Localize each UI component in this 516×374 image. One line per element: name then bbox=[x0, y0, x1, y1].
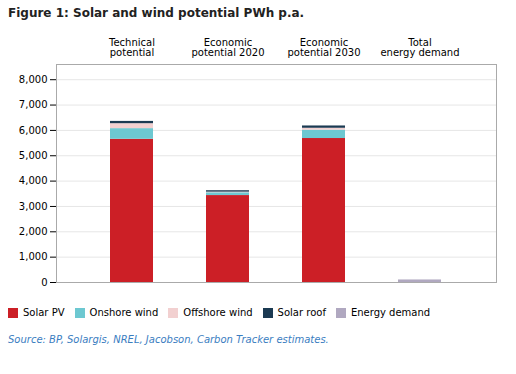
svg-text:1,000: 1,000 bbox=[19, 251, 48, 262]
html-text:Source: BP, Solargis, NREL, Ja: Source: BP, Solargis, NREL, Jacobson, Ca… bbox=[8, 334, 329, 345]
svg-text:4,000: 4,000 bbox=[19, 175, 48, 186]
svg-text:Technicalpotential: Technicalpotential bbox=[108, 37, 155, 58]
svg-text:2,000: 2,000 bbox=[19, 226, 48, 237]
html-text:Solar PV: Solar PV bbox=[23, 307, 65, 318]
svg-text:0: 0 bbox=[41, 277, 47, 288]
html-text:Onshore wind: Onshore wind bbox=[89, 307, 159, 318]
svg-text:5,000: 5,000 bbox=[19, 150, 48, 161]
svg-text:8,000: 8,000 bbox=[19, 74, 48, 85]
svg-text:7,000: 7,000 bbox=[19, 99, 48, 110]
svg-text:Economicpotential 2020: Economicpotential 2020 bbox=[191, 37, 264, 58]
svg-text:3,000: 3,000 bbox=[19, 201, 48, 212]
html-text:Energy demand: Energy demand bbox=[350, 307, 431, 318]
html-text:Offshore wind: Offshore wind bbox=[183, 307, 253, 318]
html-text:Figure 1: Solar and wind poten: Figure 1: Solar and wind potential PWh p… bbox=[8, 6, 305, 20]
svg-text:6,000: 6,000 bbox=[19, 125, 48, 136]
html-text:Solar roof: Solar roof bbox=[277, 307, 326, 318]
svg-text:Economicpotential 2030: Economicpotential 2030 bbox=[287, 37, 360, 58]
svg-text:Totalenergy demand: Totalenergy demand bbox=[380, 37, 459, 58]
